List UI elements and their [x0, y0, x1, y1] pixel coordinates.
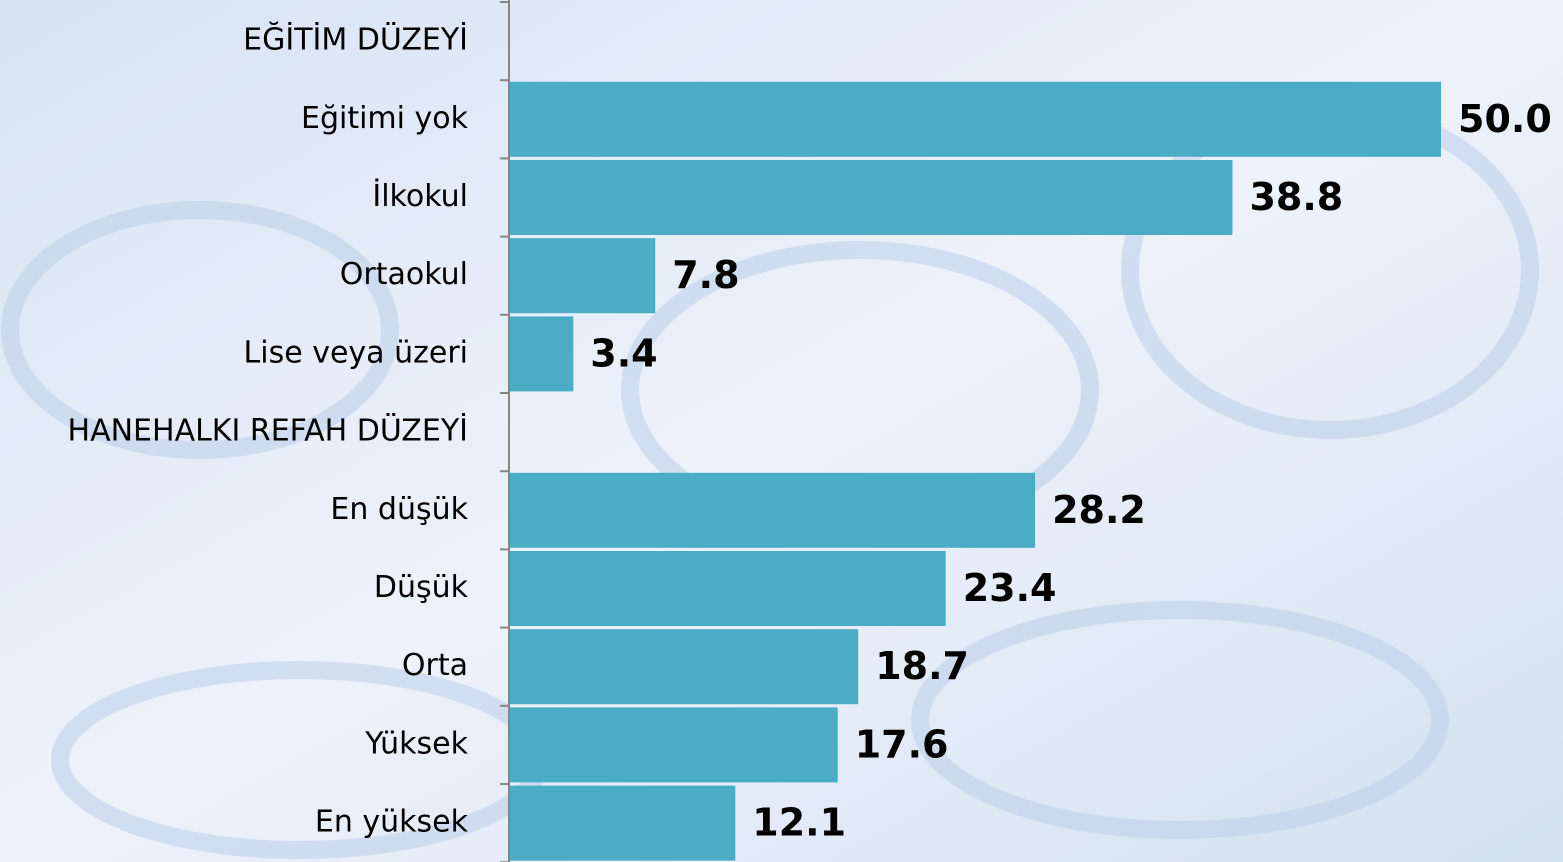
value-label: 50.0 [1458, 97, 1552, 141]
bar [510, 551, 946, 626]
value-label: 17.6 [855, 722, 949, 766]
bar [510, 707, 838, 783]
category-label: Düşük [374, 570, 469, 605]
category-label: En düşük [330, 492, 468, 527]
category-label: Yüksek [364, 726, 468, 761]
bar [510, 238, 656, 314]
value-label: 23.4 [963, 566, 1057, 610]
category-label: İlkokul [372, 178, 468, 214]
category-label: Eğitimi yok [301, 101, 469, 136]
value-label: 3.4 [590, 331, 657, 375]
bar [510, 472, 1036, 548]
category-label: En yüksek [315, 805, 469, 840]
category-label: Lise veya üzeri [244, 335, 468, 370]
category-label: EĞİTİM DÜZEYİ [243, 21, 468, 58]
category-label: Orta [402, 648, 468, 683]
value-label: 28.2 [1052, 488, 1146, 532]
category-label: HANEHALKI REFAH DÜZEYİ [68, 413, 468, 449]
bar [510, 81, 1441, 157]
bar [510, 629, 859, 705]
plot: EĞİTİM DÜZEYİ Eğitimi yok 50.0 İlkokul 38.8 O… [68, 0, 1552, 862]
bar [510, 160, 1233, 235]
value-label: 18.7 [875, 644, 969, 688]
value-label: 38.8 [1249, 175, 1343, 219]
value-label: 12.1 [752, 801, 846, 845]
value-label: 7.8 [672, 253, 739, 297]
bar [510, 785, 736, 861]
category-label: Ortaokul [340, 257, 468, 292]
bar [510, 316, 574, 392]
